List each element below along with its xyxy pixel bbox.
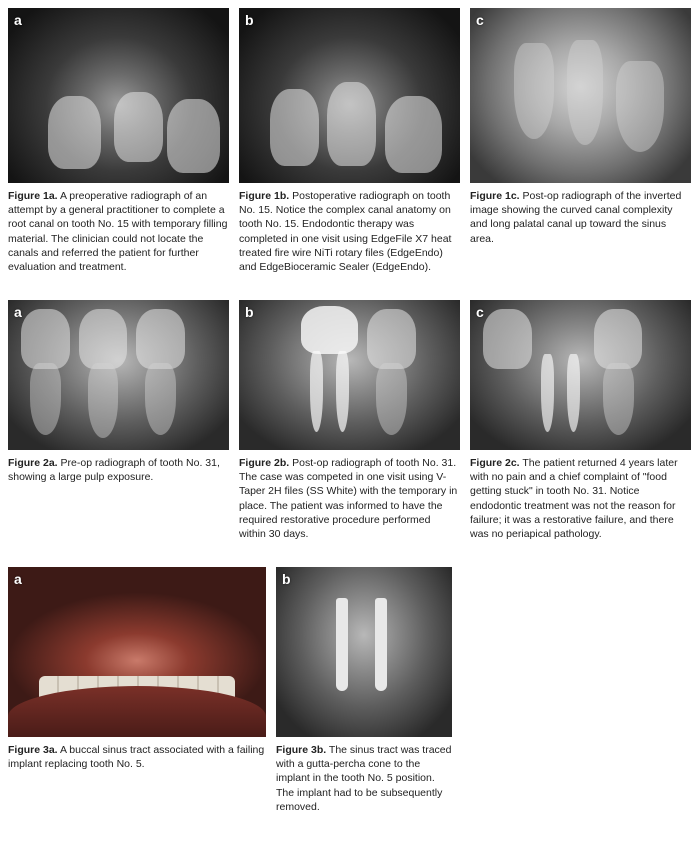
radiograph-2b: b xyxy=(239,300,460,450)
caption-2b: Figure 2b. Post-op radiograph of tooth N… xyxy=(239,456,460,541)
radiograph-1c: c xyxy=(470,8,691,183)
panel-1b: b Figure 1b. Postoperative radiograph on… xyxy=(239,8,460,274)
figure-row-3: a Figure 3a. A buccal sinus tract associ… xyxy=(8,567,692,814)
panel-label: a xyxy=(14,571,22,587)
panel-label: a xyxy=(14,12,22,28)
panel-2a: a Figure 2a. Pre-op radiograph of tooth … xyxy=(8,300,229,541)
panel-3b: b Figure 3b. The sinus tract was traced … xyxy=(276,567,452,814)
panel-label: c xyxy=(476,304,484,320)
caption-3b: Figure 3b. The sinus tract was traced wi… xyxy=(276,743,452,814)
panel-label: c xyxy=(476,12,484,28)
panel-3a: a Figure 3a. A buccal sinus tract associ… xyxy=(8,567,266,814)
panel-1a: a Figure 1a. A preoperative radiograph o… xyxy=(8,8,229,274)
radiograph-3b: b xyxy=(276,567,452,737)
figure-row-2: a Figure 2a. Pre-op radiograph of tooth … xyxy=(8,300,692,541)
panel-2b: b Figure 2b. Post-op radiograph of tooth… xyxy=(239,300,460,541)
panel-2c: c Figure 2c. The patient returned 4 year… xyxy=(470,300,691,541)
figure-row-1: a Figure 1a. A preoperative radiograph o… xyxy=(8,8,692,274)
panel-label: b xyxy=(282,571,291,587)
caption-1b: Figure 1b. Postoperative radiograph on t… xyxy=(239,189,460,274)
caption-2a: Figure 2a. Pre-op radiograph of tooth No… xyxy=(8,456,229,484)
caption-2c: Figure 2c. The patient returned 4 years … xyxy=(470,456,691,541)
caption-1a: Figure 1a. A preoperative radiograph of … xyxy=(8,189,229,274)
panel-label: b xyxy=(245,304,254,320)
clinical-photo-3a: a xyxy=(8,567,266,737)
radiograph-2c: c xyxy=(470,300,691,450)
radiograph-2a: a xyxy=(8,300,229,450)
radiograph-1b: b xyxy=(239,8,460,183)
radiograph-1a: a xyxy=(8,8,229,183)
caption-3a: Figure 3a. A buccal sinus tract associat… xyxy=(8,743,266,771)
panel-1c: c Figure 1c. Post-op radiograph of the i… xyxy=(470,8,691,274)
panel-label: a xyxy=(14,304,22,320)
panel-label: b xyxy=(245,12,254,28)
caption-1c: Figure 1c. Post-op radiograph of the inv… xyxy=(470,189,691,246)
